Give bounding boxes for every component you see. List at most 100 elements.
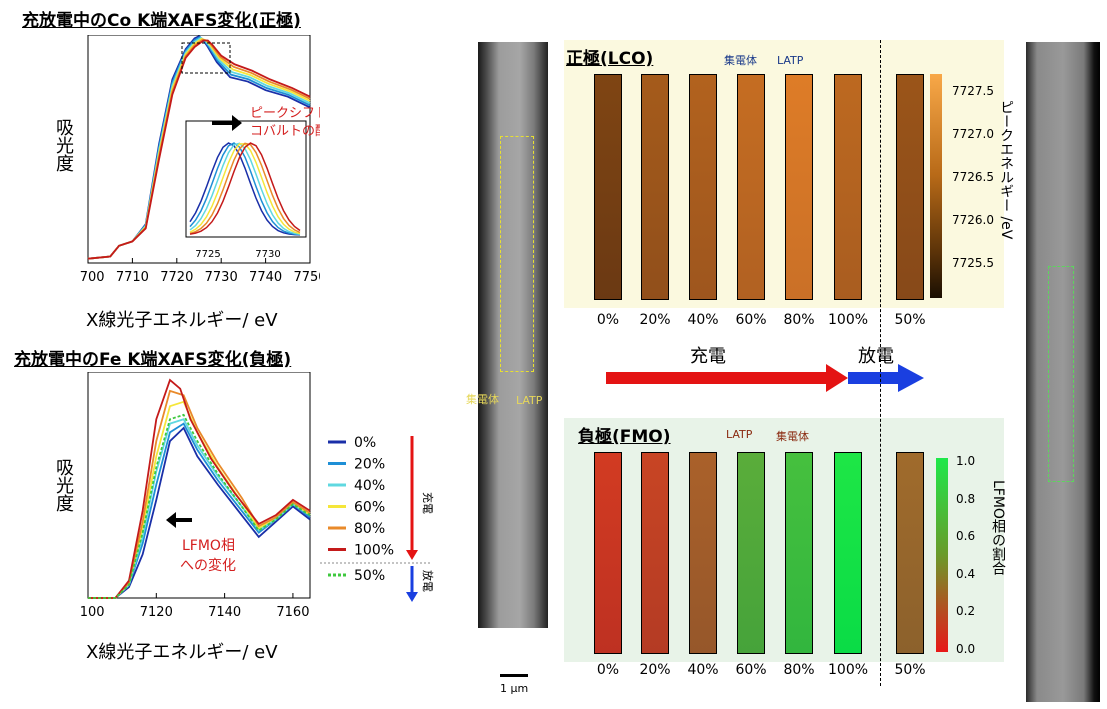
strip-fmo-strips-5 bbox=[834, 452, 862, 654]
strip-percent-label: 20% bbox=[639, 312, 671, 328]
legend: 0% 20% 40% 60% 80% 100% 50% 充電 放電 bbox=[320, 435, 435, 602]
co-plot-frame bbox=[87, 35, 311, 264]
charge-discharge-separator bbox=[880, 40, 881, 686]
colorbar-tick: 7727.0 bbox=[952, 127, 994, 141]
fe-plot-frame bbox=[87, 372, 311, 599]
lco-colorbar bbox=[930, 74, 942, 298]
fe-tick-label: 7100 bbox=[80, 605, 105, 620]
discharge-arrow-icon bbox=[406, 592, 418, 602]
charge-bar bbox=[606, 372, 828, 384]
fe-tick-label: 7140 bbox=[208, 605, 241, 620]
left-micrograph bbox=[478, 42, 548, 628]
legend-label: 20% bbox=[354, 457, 385, 473]
left-collector-label: 集電体 bbox=[466, 393, 499, 406]
colorbar-tick: 7725.5 bbox=[952, 256, 994, 270]
fmo-collector-label: 集電体 bbox=[776, 430, 809, 443]
legend-label: 0% bbox=[354, 435, 376, 451]
fe-xlabel: X線光子エネルギー/ eV bbox=[86, 642, 278, 663]
inset-tick-7730: 7730 bbox=[255, 249, 280, 260]
strip-percent-label: 50% bbox=[894, 312, 926, 328]
strip-fmo-strips-6 bbox=[896, 452, 924, 654]
strip-fmo-strips-4 bbox=[785, 452, 813, 654]
discharge-bar bbox=[848, 372, 900, 384]
strip-fmo-strips-2 bbox=[689, 452, 717, 654]
strip-percent-label: 0% bbox=[596, 662, 620, 678]
co-chart: 7700 7710 7720 7730 7740 7750 7725 7730 ピークシフ… bbox=[80, 35, 320, 285]
fmo-colorbar-label: LFMO相の割合 bbox=[990, 480, 1006, 575]
strip-fmo-strips-0 bbox=[594, 452, 622, 654]
left-latp-label: LATP bbox=[516, 394, 543, 407]
strip-percent-label: 20% bbox=[639, 662, 671, 678]
co-inset-line bbox=[189, 142, 301, 235]
charge-discharge-arrows bbox=[606, 364, 924, 392]
co-x-ticks: 7700 7710 7720 7730 7740 7750 bbox=[80, 258, 320, 285]
fmo-title: 負極(FMO) bbox=[578, 427, 671, 447]
legend-label: 60% bbox=[354, 500, 385, 516]
strip-lco-strips-3 bbox=[737, 74, 765, 300]
co-tick-label: 7750 bbox=[293, 270, 320, 285]
strip-percent-label: 100% bbox=[828, 662, 869, 678]
fe-series-lines bbox=[88, 378, 311, 599]
lco-title: 正極(LCO) bbox=[566, 49, 654, 69]
strip-fmo-strips-1 bbox=[641, 452, 669, 654]
strip-lco-strips-2 bbox=[689, 74, 717, 300]
fe-x-ticks: 7100 7120 7140 7160 bbox=[80, 593, 309, 620]
right-micrograph bbox=[1026, 42, 1100, 702]
co-chart-title: 充放電中のCo K端XAFS変化(正極) bbox=[22, 11, 301, 31]
colorbar-tick: 7726.5 bbox=[952, 170, 994, 184]
strip-percent-label: 100% bbox=[828, 312, 869, 328]
fmo-latp-label: LATP bbox=[726, 428, 753, 441]
colorbar-tick: 0.8 bbox=[956, 491, 976, 506]
legend-label: 80% bbox=[354, 521, 385, 537]
colorbar-tick: 1.0 bbox=[956, 454, 976, 468]
colorbar-tick: 0.0 bbox=[956, 642, 976, 656]
co-inset-line bbox=[189, 142, 301, 236]
co-tick-label: 7740 bbox=[249, 270, 282, 285]
fmo-colorbar bbox=[936, 458, 948, 652]
strip-lco-strips-6 bbox=[896, 74, 924, 300]
colorbar-tick: 0.4 bbox=[956, 566, 976, 581]
co-inset-line bbox=[189, 142, 301, 235]
right-arrow-icon bbox=[212, 115, 242, 131]
charge-arrow-icon bbox=[406, 550, 418, 560]
scale-label: 1 µm bbox=[500, 682, 529, 695]
strip-percent-label: 40% bbox=[687, 312, 719, 328]
co-tick-label: 7700 bbox=[80, 270, 105, 285]
legend-label: 100% bbox=[354, 543, 394, 559]
inset-tick-7725: 7725 bbox=[195, 249, 220, 260]
co-tick-label: 7720 bbox=[160, 270, 193, 285]
legend-charge-label: 充電 bbox=[421, 492, 435, 514]
strip-lco-strips-4 bbox=[785, 74, 813, 300]
strip-percent-label: 60% bbox=[735, 662, 767, 678]
co-tick-label: 7730 bbox=[205, 270, 238, 285]
co-ylabel: 吸光度 bbox=[53, 118, 74, 172]
scale-bar bbox=[500, 674, 528, 677]
legend-discharge-label: 放電 bbox=[421, 570, 435, 592]
fe-series-line bbox=[88, 413, 311, 599]
strip-percent-label: 80% bbox=[783, 312, 815, 328]
co-note-2: コバルトの酸化 bbox=[250, 124, 320, 139]
co-series-line bbox=[87, 39, 311, 260]
legend-label: 50% bbox=[354, 568, 385, 584]
fe-series-line bbox=[88, 426, 311, 599]
charge-label: 充電 bbox=[690, 346, 726, 367]
co-series-lines bbox=[87, 35, 311, 260]
colorbar-tick: 0.2 bbox=[956, 604, 976, 619]
lco-latp-label: LATP bbox=[777, 54, 804, 67]
fe-tick-label: 7120 bbox=[140, 605, 173, 620]
co-tick-label: 7710 bbox=[116, 270, 149, 285]
strip-percent-label: 60% bbox=[735, 312, 767, 328]
co-inset-lines bbox=[189, 142, 301, 236]
fmo-panel bbox=[564, 418, 1004, 662]
fe-chart-title: 充放電中のFe K端XAFS変化(負極) bbox=[14, 350, 292, 370]
strip-fmo-strips-3 bbox=[737, 452, 765, 654]
discharge-arrow-head-icon bbox=[898, 364, 924, 392]
colorbar-tick: 7727.5 bbox=[952, 84, 994, 98]
strip-percent-label: 40% bbox=[687, 662, 719, 678]
fe-ylabel: 吸光度 bbox=[53, 458, 74, 512]
strip-lco-strips-5 bbox=[834, 74, 862, 300]
lco-colorbar-label: ピークエネルギー /eV bbox=[998, 100, 1014, 240]
co-xlabel: X線光子エネルギー/ eV bbox=[86, 310, 278, 331]
left-arrow-icon bbox=[166, 512, 192, 528]
co-inset-line bbox=[189, 142, 301, 236]
